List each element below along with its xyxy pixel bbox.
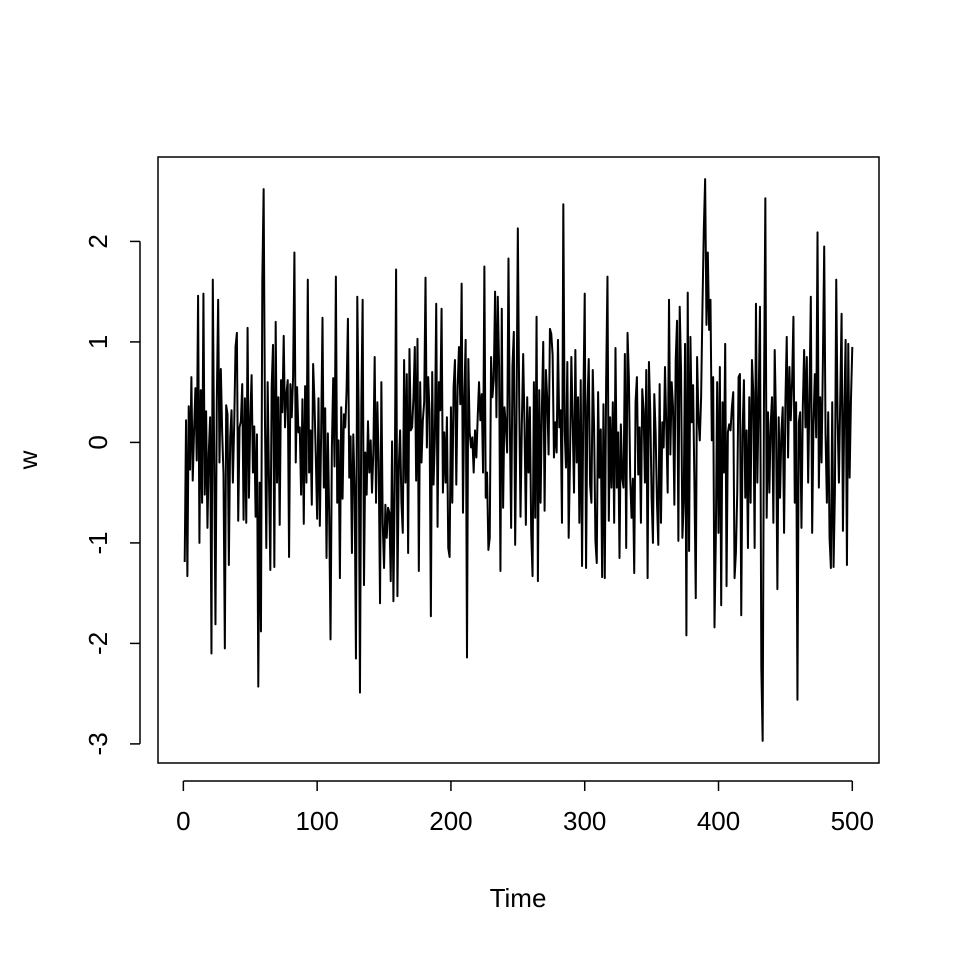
- y-axis-label: w: [13, 450, 43, 470]
- y-tick-label: -2: [83, 632, 113, 655]
- x-tick-label: 200: [429, 806, 472, 836]
- x-axis-label: Time: [490, 883, 547, 913]
- y-tick-label: -3: [83, 732, 113, 755]
- y-tick-label: 2: [83, 234, 113, 248]
- y-tick-label: 0: [83, 435, 113, 449]
- y-tick-label: -1: [83, 531, 113, 554]
- data-line: [183, 178, 854, 742]
- y-tick-label: 1: [83, 335, 113, 349]
- x-tick-label: 100: [295, 806, 338, 836]
- x-tick-label: 0: [176, 806, 190, 836]
- x-tick-label: 400: [697, 806, 740, 836]
- x-tick-label: 300: [563, 806, 606, 836]
- plot-box: [157, 156, 880, 764]
- x-tick-label: 500: [831, 806, 874, 836]
